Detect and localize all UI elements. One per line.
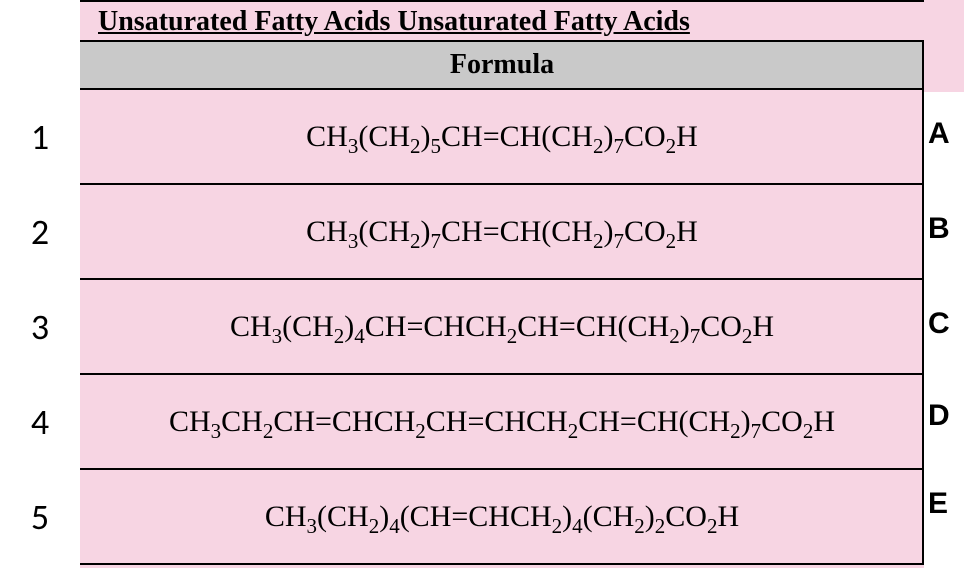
table-row: CH3(CH2)4(CH=CHCH2)4(CH2)2CO2H — [80, 470, 924, 565]
formula-cell: CH3(CH2)4(CH=CHCH2)4(CH2)2CO2H — [265, 500, 739, 534]
row-number: 3 — [0, 305, 80, 349]
table-row: CH3(CH2)4CH=CHCH2CH=CH(CH2)7CO2H — [80, 280, 924, 375]
cell-border — [922, 185, 924, 278]
formula-cell: CH3(CH2)7CH=CH(CH2)7CO2H — [306, 215, 698, 249]
row-letter: D — [924, 399, 964, 433]
formula-cell: CH3CH2CH=CHCH2CH=CHCH2CH=CH(CH2)7CO2H — [169, 405, 835, 439]
row-letter: B — [924, 212, 964, 246]
cell-border — [922, 280, 924, 373]
row-letter: C — [924, 307, 964, 341]
row-letter: A — [924, 117, 964, 151]
formula-cell: CH3(CH2)4CH=CHCH2CH=CH(CH2)7CO2H — [230, 310, 774, 344]
row-letter: E — [924, 487, 964, 521]
column-header-formula: Formula — [80, 40, 924, 90]
table-row: CH3CH2CH=CHCH2CH=CHCH2CH=CH(CH2)7CO2H — [80, 375, 924, 470]
table-row: CH3(CH2)7CH=CH(CH2)7CO2H — [80, 185, 924, 280]
row-number: 1 — [0, 115, 80, 159]
table-title: Unsaturated Fatty Acids Unsaturated Fatt… — [80, 0, 924, 40]
page-container: 1 2 3 4 5 A B C D E Unsaturated Fatty Ac… — [0, 0, 964, 568]
cell-border — [922, 90, 924, 183]
cell-border — [922, 470, 924, 563]
row-number: 5 — [0, 495, 80, 539]
row-number-column: 1 2 3 4 5 — [0, 0, 80, 568]
row-letter-column: A B C D E — [924, 92, 964, 568]
table-row: CH3(CH2)5CH=CH(CH2)7CO2H — [80, 90, 924, 185]
formula-cell: CH3(CH2)5CH=CH(CH2)7CO2H — [306, 120, 698, 154]
row-number: 2 — [0, 210, 80, 254]
row-number: 4 — [0, 400, 80, 444]
formula-table: Unsaturated Fatty Acids Unsaturated Fatt… — [80, 0, 924, 568]
cell-border — [922, 375, 924, 468]
